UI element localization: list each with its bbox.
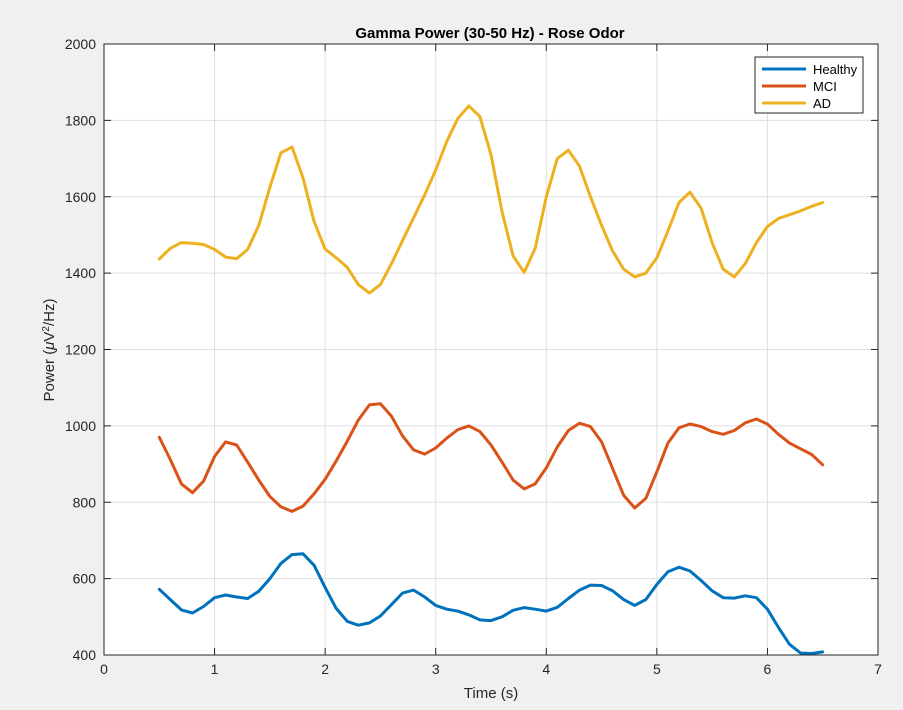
x-tick-labels: 0 1 2 3 4 5 6 7 [100,661,882,677]
y-axis-label-prefix: Power ( [41,350,58,402]
y-tick-label: 1000 [65,418,96,434]
y-tick-label: 600 [73,571,97,587]
x-tick-label: 5 [653,661,661,677]
y-tick-label: 1800 [65,112,96,128]
y-tick-label: 1600 [65,189,96,205]
axis-ticks [103,43,879,656]
chart-title: Gamma Power (30-50 Hz) - Rose Odor [355,25,624,42]
legend-label-healthy: Healthy [813,62,858,77]
y-tick-label: 400 [73,647,97,663]
x-axis-label: Time (s) [464,685,518,702]
x-tick-label: 7 [874,661,882,677]
y-tick-labels: 400 600 800 1000 1200 1400 1600 1800 2000 [65,36,96,663]
x-tick-label: 6 [764,661,772,677]
y-axis-label: Power (μV2/Hz) [41,299,59,402]
y-tick-label: 800 [73,494,97,510]
legend[interactable]: Healthy MCI AD [754,56,864,114]
series-line-healthy [157,552,825,655]
x-tick-label: 2 [321,661,329,677]
x-tick-label: 4 [542,661,550,677]
series-line-mci [157,402,825,513]
y-axis-label-unit: V [41,332,58,342]
y-tick-label: 2000 [65,36,96,52]
y-axis-label-sup: 2 [41,326,52,332]
y-axis-label-suffix: /Hz) [41,299,58,327]
y-tick-label: 1200 [65,342,96,358]
x-tick-label: 0 [100,661,108,677]
grid [104,44,878,655]
series-layer [157,104,825,655]
x-tick-label: 3 [432,661,440,677]
legend-label-ad: AD [813,96,831,111]
legend-label-mci: MCI [813,79,837,94]
y-tick-label: 1400 [65,265,96,281]
series-line-ad [157,104,825,295]
y-axis-label-mu: μ [41,342,58,351]
x-tick-label: 1 [211,661,219,677]
